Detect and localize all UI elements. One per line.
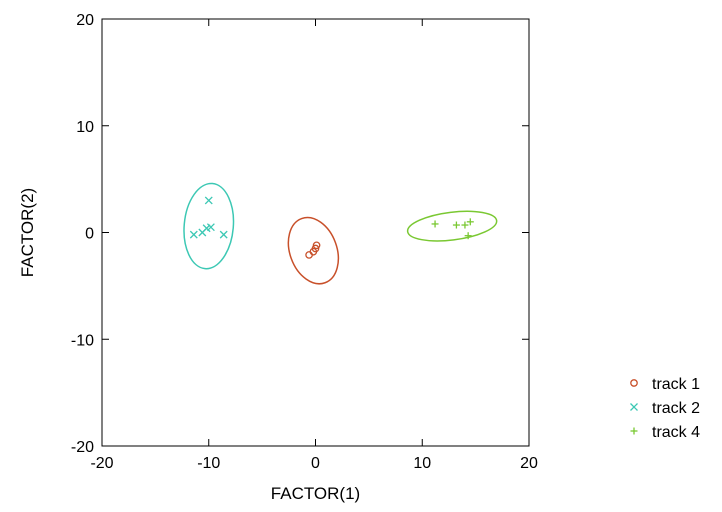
axis-ticks: -20 -10 0 10 20 -20 -10 0 10 20 bbox=[71, 12, 538, 472]
confidence-ellipses bbox=[183, 182, 498, 285]
y-tick-label: 0 bbox=[85, 226, 94, 243]
marker-stroke bbox=[219, 230, 228, 239]
marker-stroke bbox=[204, 196, 213, 205]
y-axis-label: FACTOR(2) bbox=[18, 188, 37, 277]
y-tick-label: 10 bbox=[76, 119, 94, 136]
point-track-2 bbox=[189, 230, 198, 239]
point-track-4 bbox=[464, 232, 472, 240]
y-tick-label: -20 bbox=[71, 439, 94, 456]
point-track-1 bbox=[305, 251, 313, 259]
x-axis-label: FACTOR(1) bbox=[271, 484, 360, 503]
x-tick-label: -10 bbox=[197, 455, 220, 472]
point-track-4 bbox=[452, 221, 460, 229]
plot-frame bbox=[101, 18, 530, 447]
ellipse-track-4 bbox=[406, 210, 498, 242]
x-tick-label: -20 bbox=[90, 455, 113, 472]
y-tick-label: 20 bbox=[76, 12, 94, 29]
legend-marker-track-2 bbox=[630, 403, 638, 411]
x-tick-label: 20 bbox=[520, 455, 538, 472]
point-track-1 bbox=[311, 244, 320, 253]
point-track-2 bbox=[204, 196, 213, 205]
x-tick-label: 10 bbox=[413, 455, 431, 472]
x-tick-label: 0 bbox=[311, 455, 320, 472]
marker-stroke bbox=[206, 223, 215, 232]
point-track-4 bbox=[461, 221, 469, 229]
ellipse-track-2 bbox=[183, 182, 235, 270]
point-track-4 bbox=[431, 220, 439, 228]
legend-marker-track-4 bbox=[630, 427, 638, 435]
legend-label-track-4: track 4 bbox=[652, 424, 700, 441]
legend-label-track-2: track 2 bbox=[652, 400, 700, 417]
legend-item-track-2: track 2 bbox=[630, 400, 700, 417]
legend-marker-track-1 bbox=[630, 379, 638, 387]
point-track-2 bbox=[206, 223, 215, 232]
legend-item-track-4: track 4 bbox=[630, 424, 700, 441]
plot-area bbox=[101, 18, 530, 447]
marker-stroke bbox=[189, 230, 198, 239]
point-track-4 bbox=[466, 218, 474, 226]
point-track-2 bbox=[219, 230, 228, 239]
legend-item-track-1: track 1 bbox=[630, 376, 700, 393]
legend: track 1 track 2 track 4 bbox=[630, 376, 700, 441]
y-tick-label: -10 bbox=[71, 332, 94, 349]
legend-label-track-1: track 1 bbox=[652, 376, 700, 393]
ellipse-track-1 bbox=[287, 216, 340, 285]
data-points bbox=[189, 196, 474, 259]
marker-stroke bbox=[630, 403, 638, 411]
